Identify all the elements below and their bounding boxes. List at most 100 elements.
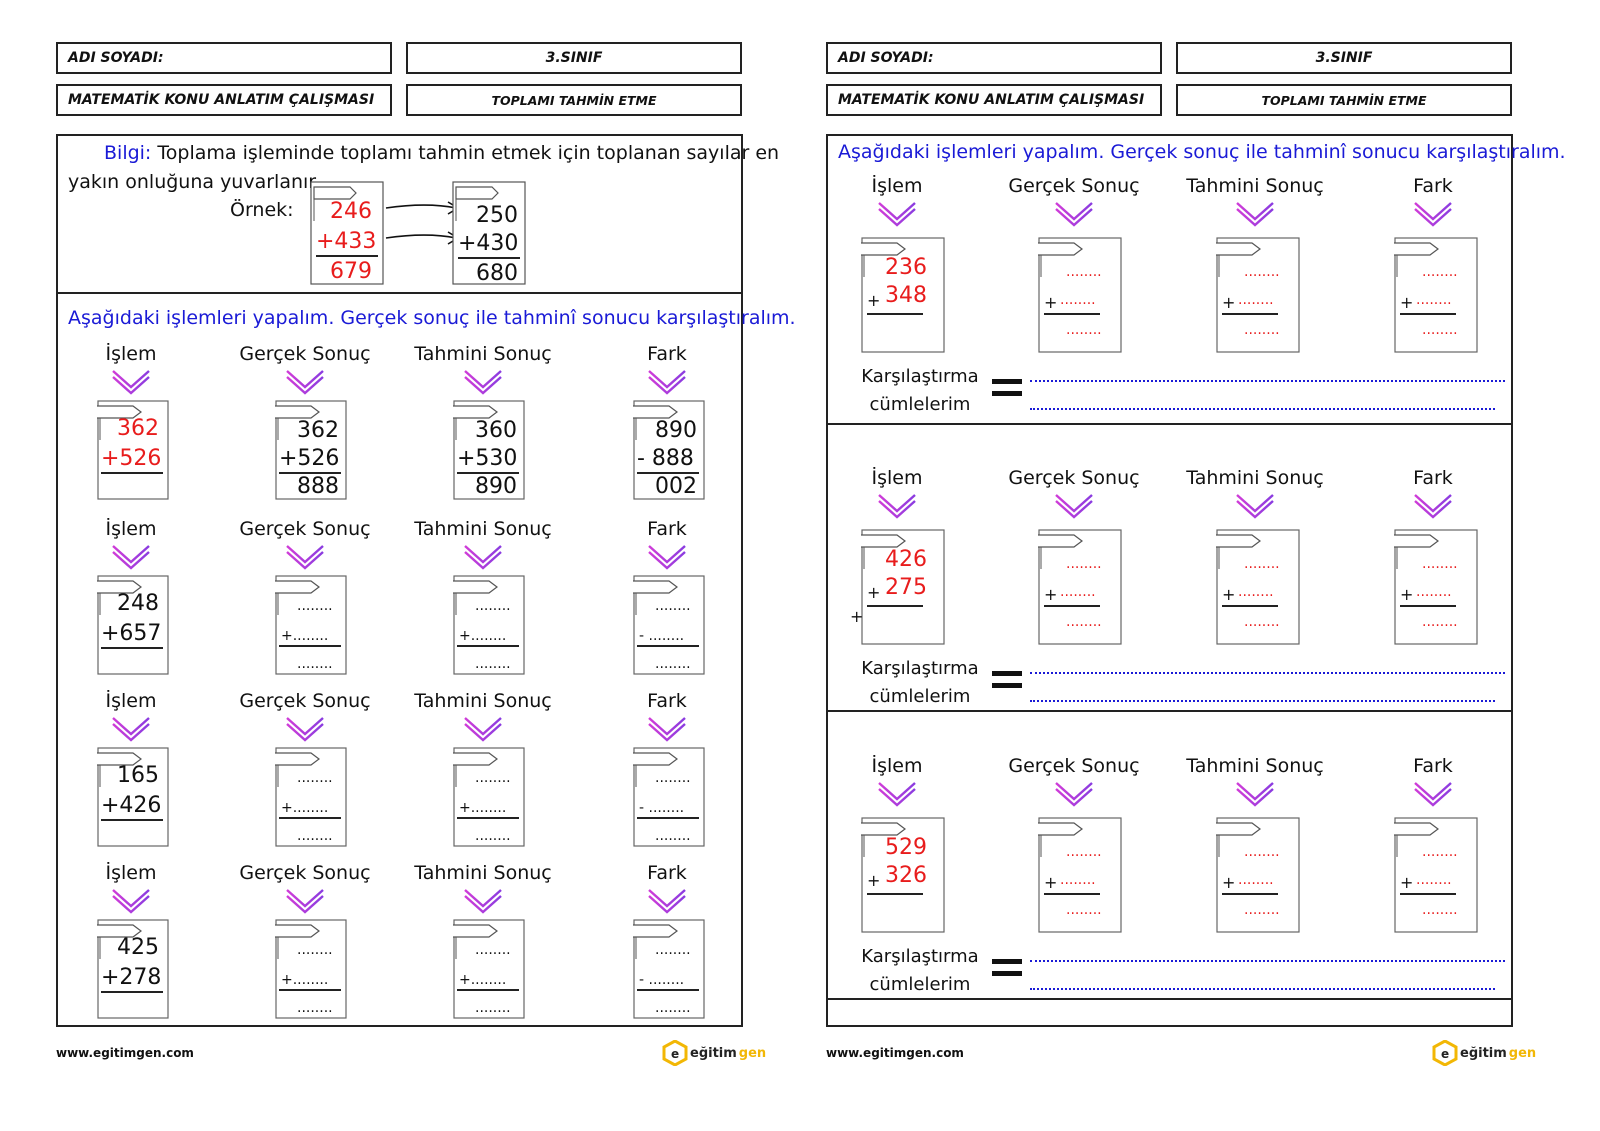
estimate-bottom: +530 [457, 446, 518, 471]
answer-card-actual[interactable]: ........ +................ [275, 747, 347, 847]
column-label-operation: İşlem [105, 862, 157, 884]
blank-result: ........ [1422, 614, 1458, 630]
plus-sign: + [1044, 293, 1058, 312]
answer-card-operation: 426 +275 [861, 529, 945, 645]
chevron-down-icon [111, 542, 151, 570]
column-label-actual: Gerçek Sonuç [1008, 467, 1140, 489]
info-text: Bilgi: Toplama işleminde toplamı tahmin … [104, 142, 779, 164]
note-card-icon [310, 181, 384, 285]
plus-sign: + [1400, 293, 1414, 312]
chevron-down-icon [648, 717, 686, 742]
blank-bottom: ........ [1238, 584, 1274, 600]
answer-line[interactable] [1030, 960, 1505, 962]
difference-result: 002 [655, 474, 697, 499]
example-actual-top: 246 [330, 199, 372, 224]
name-field[interactable]: ADI SOYADI: [56, 42, 392, 74]
chevron-down-icon [1236, 202, 1274, 227]
chevron-down-icon [878, 494, 916, 519]
answer-card-estimate[interactable]: ........ +................ [1216, 817, 1300, 933]
blank-result: ........ [1244, 902, 1280, 918]
answer-card-difference[interactable]: ........ - ................ [633, 919, 705, 1019]
info-prefix: Bilgi: [104, 142, 152, 164]
answer-card-actual[interactable]: ........ +................ [275, 919, 347, 1019]
chevron-down-icon [286, 545, 324, 570]
note-card-icon [633, 400, 705, 500]
chevron-down-icon [878, 202, 916, 227]
sum-underline [1400, 605, 1456, 607]
blank-top: ........ [1244, 844, 1280, 860]
answer-card-actual[interactable]: ........ +................ [1038, 529, 1122, 645]
blank-result: ........ [475, 828, 511, 844]
operation-top: 248 [117, 591, 159, 616]
answer-card-estimate[interactable]: ........ +................ [453, 575, 525, 675]
answer-card-actual[interactable]: ........ +................ [1038, 817, 1122, 933]
answer-card-actual[interactable]: ........ +................ [275, 575, 347, 675]
sum-underline [1044, 893, 1100, 895]
answer-line[interactable] [1030, 380, 1505, 382]
answer-card-estimate[interactable]: ........ +................ [1216, 529, 1300, 645]
operation-bottom: 275 [885, 575, 927, 600]
sum-underline [1400, 313, 1456, 315]
note-card-icon [1038, 817, 1122, 933]
blank-top: ........ [297, 598, 333, 614]
name-field[interactable]: ADI SOYADI: [826, 42, 1162, 74]
answer-card-estimate[interactable]: ........ +................ [453, 747, 525, 847]
answer-card-difference[interactable]: ........ +................ [1394, 529, 1478, 645]
chevron-down-icon [1414, 782, 1452, 807]
right-instruction: Aşağıdaki işlemleri yapalım. Gerçek sonu… [838, 141, 1566, 163]
sum-underline [279, 645, 341, 647]
column-label-operation: İşlem [105, 343, 157, 365]
answer-line[interactable] [1030, 408, 1495, 410]
answer-card-estimate[interactable]: ........ +................ [453, 919, 525, 1019]
answer-card-difference[interactable]: 890 - 888 002 [633, 400, 705, 500]
note-card-icon [861, 237, 945, 353]
blank-top: ........ [1422, 264, 1458, 280]
topic-field: TOPLAMI TAHMİN ETME [406, 84, 742, 116]
column-label-actual: Gerçek Sonuç [239, 343, 371, 365]
logo: e eğitim gen [1432, 1040, 1536, 1066]
blank-bottom: ........ [1238, 872, 1274, 888]
footer-url[interactable]: www.egitimgen.com [56, 1046, 194, 1060]
answer-line[interactable] [1030, 672, 1505, 674]
note-card-icon [453, 575, 525, 675]
chevron-down-icon [1413, 491, 1453, 519]
sum-underline [637, 645, 699, 647]
right-worksheet-frame [826, 134, 1513, 1027]
plus-sign: + [867, 583, 881, 602]
comparison-label-2: cümlelerim [869, 686, 971, 707]
answer-card-actual[interactable]: ........ +................ [1038, 237, 1122, 353]
chevron-down-icon [111, 886, 151, 914]
answer-card-difference[interactable]: ........ - ................ [633, 575, 705, 675]
blank-top: ........ [1422, 844, 1458, 860]
chevron-down-icon [647, 886, 687, 914]
sum-underline [279, 989, 341, 991]
logo-hexagon-icon: e [1432, 1040, 1458, 1066]
answer-card-difference[interactable]: ........ +................ [1394, 817, 1478, 933]
chevron-down-icon [1055, 494, 1093, 519]
answer-line[interactable] [1030, 700, 1495, 702]
difference-top: 890 [655, 418, 697, 443]
answer-line[interactable] [1030, 988, 1495, 990]
column-label-difference: Fark [647, 690, 687, 712]
operation-top: 425 [117, 935, 159, 960]
blank-bottom: +........ [459, 800, 507, 816]
course-field: MATEMATİK KONU ANLATIM ÇALIŞMASI [56, 84, 392, 116]
answer-card-estimate[interactable]: ........ +................ [1216, 237, 1300, 353]
blank-bottom: +........ [459, 972, 507, 988]
footer-url[interactable]: www.egitimgen.com [826, 1046, 964, 1060]
answer-card-actual[interactable]: 362 +526 888 [275, 400, 347, 500]
chevron-down-icon [464, 545, 502, 570]
sum-underline [867, 893, 923, 895]
blank-result: ........ [1422, 322, 1458, 338]
answer-card-difference[interactable]: ........ - ................ [633, 747, 705, 847]
sum-underline [1222, 313, 1278, 315]
section-divider [826, 710, 1513, 712]
answer-card-operation: 529 +326 [861, 817, 945, 933]
equals-icon [992, 671, 1022, 695]
column-label-difference: Fark [1413, 755, 1453, 777]
answer-card-difference[interactable]: ........ +................ [1394, 237, 1478, 353]
answer-card-estimate[interactable]: 360 +530 890 [453, 400, 525, 500]
course-field: MATEMATİK KONU ANLATIM ÇALIŞMASI [826, 84, 1162, 116]
chevron-down-icon [286, 889, 324, 914]
chevron-down-icon [1414, 202, 1452, 227]
